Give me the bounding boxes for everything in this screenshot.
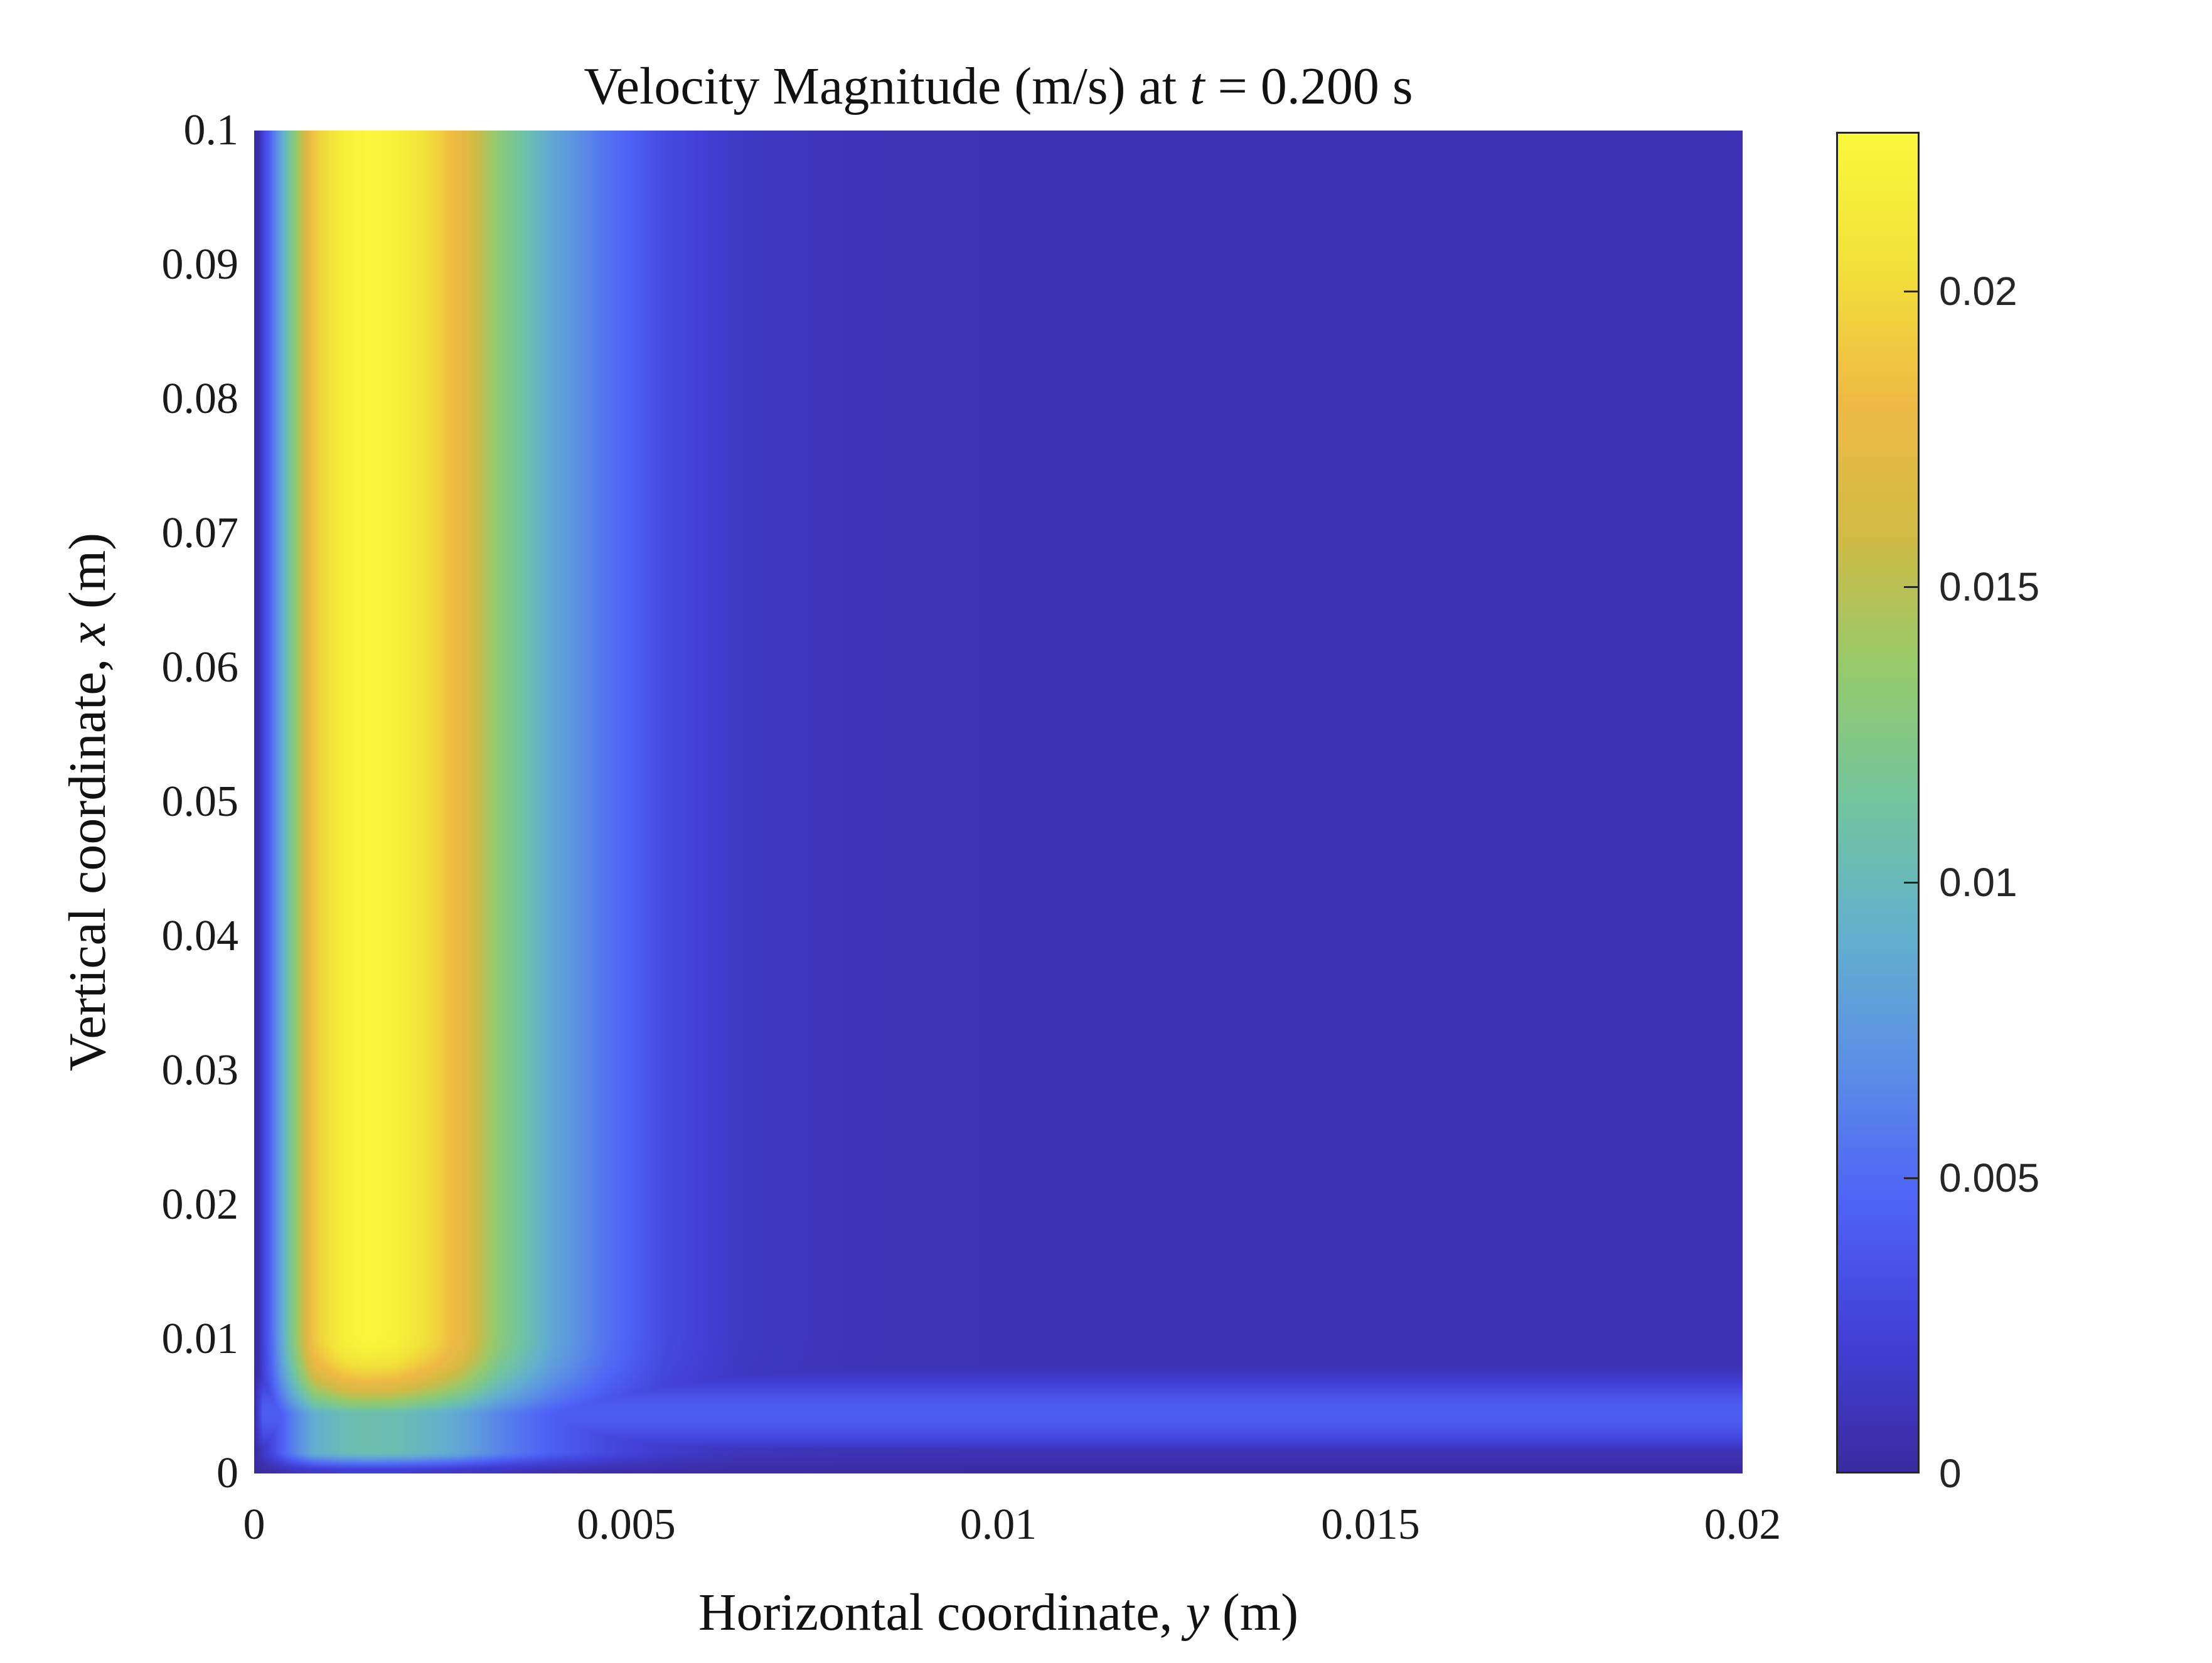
colorbar-tick-label: 0	[1939, 1451, 1962, 1496]
colorbar-tick-label: 0.005	[1939, 1155, 2040, 1201]
x-tick-label: 0.005	[577, 1500, 676, 1549]
x-axis-label-unit: (m)	[1209, 1583, 1299, 1642]
y-axis-label-unit: (m)	[58, 532, 117, 623]
colorbar-gradient	[1838, 134, 1918, 1472]
y-tick-label: 0.01	[161, 1315, 239, 1363]
x-axis-label-variable: y	[1185, 1583, 1209, 1642]
x-tick-label: 0	[243, 1500, 265, 1549]
x-tick-label: 0.015	[1321, 1500, 1420, 1549]
colorbar-tick-label: 0.01	[1939, 860, 2017, 906]
x-tick-label: 0.02	[1704, 1500, 1782, 1549]
y-axis-label: Vertical coordinate, x (m)	[56, 533, 119, 1071]
y-tick-label: 0.1	[183, 106, 239, 154]
colorbar-tick-label: 0.02	[1939, 269, 2017, 314]
heatmap-plot-area	[254, 131, 1743, 1473]
x-axis-label-text: Horizontal coordinate,	[698, 1583, 1186, 1642]
colorbar-tick-mark	[1904, 882, 1920, 884]
y-tick-label: 0.03	[161, 1046, 239, 1094]
y-tick-label: 0	[216, 1449, 238, 1497]
colorbar-tick-mark	[1904, 291, 1920, 293]
colorbar-tick-mark	[1904, 1177, 1920, 1180]
y-axis-label-text: Vertical coordinate,	[58, 645, 117, 1072]
y-tick-label: 0.09	[161, 240, 239, 289]
x-axis-label: Horizontal coordinate, y (m)	[698, 1581, 1298, 1644]
y-tick-label: 0.07	[161, 509, 239, 557]
title-value: = 0.200 s	[1204, 57, 1413, 115]
chart-title: Velocity Magnitude (m/s) at t = 0.200 s	[254, 55, 1743, 118]
colorbar-tick-label: 0.015	[1939, 564, 2040, 610]
y-tick-label: 0.02	[161, 1180, 239, 1229]
colorbar-tick-mark	[1904, 586, 1920, 589]
velocity-heatmap	[254, 131, 1743, 1473]
y-axis-label-variable: x	[58, 622, 117, 646]
y-tick-label: 0.05	[161, 778, 239, 826]
x-tick-label: 0.01	[959, 1500, 1037, 1549]
colorbar	[1836, 132, 1920, 1473]
title-text: Velocity Magnitude (m/s) at	[584, 57, 1190, 115]
title-variable: t	[1190, 57, 1205, 115]
y-tick-label: 0.04	[161, 912, 239, 960]
y-tick-label: 0.06	[161, 643, 239, 692]
y-tick-label: 0.08	[161, 375, 239, 423]
